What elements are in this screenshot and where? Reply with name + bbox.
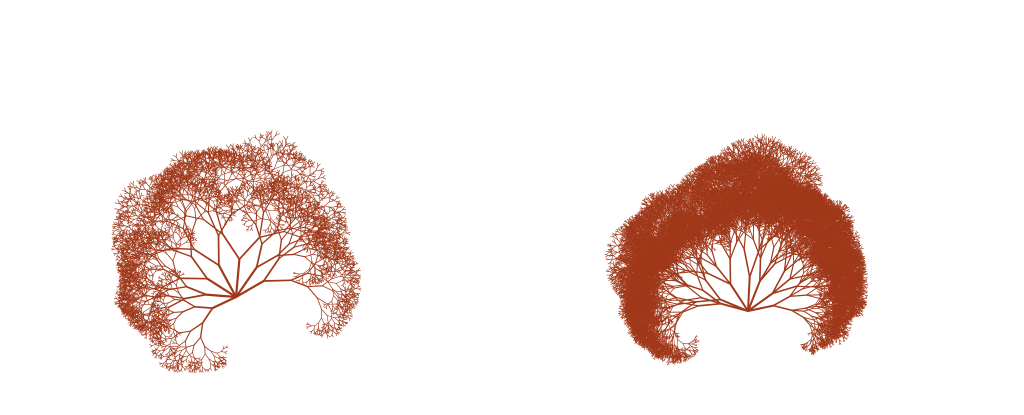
left-tree-panel — [0, 0, 512, 415]
fractal-tree-sparse-branches — [112, 130, 362, 373]
branch-segment — [178, 244, 180, 245]
dense-fractal-tree — [512, 0, 1024, 415]
branch-segment — [223, 234, 240, 259]
branch-segment — [171, 241, 175, 244]
right-tree-panel — [512, 0, 1024, 415]
fractal-tree-dense-branches — [605, 134, 868, 365]
sparse-fractal-tree — [0, 0, 512, 415]
branch-segment — [744, 249, 750, 277]
branch-segment — [176, 247, 178, 248]
